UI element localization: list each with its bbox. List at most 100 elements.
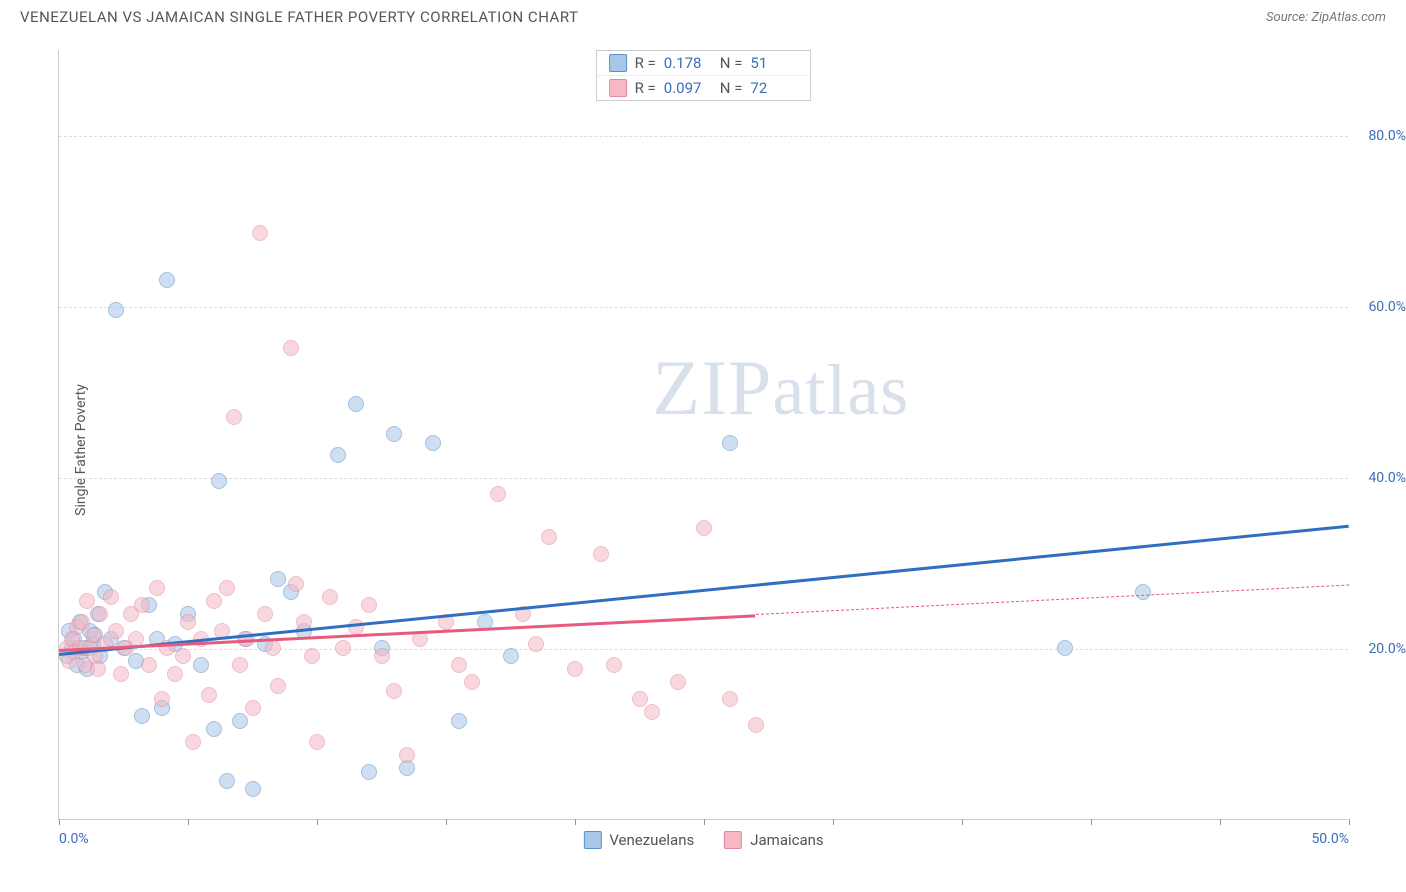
data-point — [92, 606, 108, 622]
x-tick — [833, 819, 834, 825]
data-point — [252, 225, 268, 241]
data-point — [232, 713, 248, 729]
data-point — [503, 648, 519, 664]
data-point — [399, 747, 415, 763]
data-point — [386, 683, 402, 699]
data-point — [425, 435, 441, 451]
x-tick — [575, 819, 576, 825]
data-point — [348, 396, 364, 412]
stat-r-value: 0.097 — [664, 79, 712, 97]
data-point — [167, 666, 183, 682]
data-point — [219, 773, 235, 789]
data-point — [632, 691, 648, 707]
data-point — [201, 687, 217, 703]
data-point — [232, 657, 248, 673]
x-tick — [1091, 819, 1092, 825]
data-point — [606, 657, 622, 673]
data-point — [226, 409, 242, 425]
legend-label: Venezuelans — [609, 831, 694, 849]
y-tick-label: 40.0% — [1368, 470, 1406, 486]
data-point — [1135, 584, 1151, 600]
data-point — [451, 657, 467, 673]
source-label: Source: ZipAtlas.com — [1266, 10, 1386, 25]
legend: Venezuelans Jamaicans — [583, 831, 823, 849]
data-point — [722, 435, 738, 451]
series-swatch — [609, 79, 627, 97]
data-point — [386, 426, 402, 442]
legend-label: Jamaicans — [750, 831, 823, 849]
y-tick-label: 80.0% — [1368, 128, 1406, 144]
x-tick — [317, 819, 318, 825]
data-point — [108, 623, 124, 639]
data-point — [374, 648, 390, 664]
watermark: ZIPatlas — [652, 343, 909, 433]
gridline — [59, 649, 1348, 650]
data-point — [134, 708, 150, 724]
regression-line — [59, 525, 1349, 656]
chart-title: VENEZUELAN VS JAMAICAN SINGLE FATHER POV… — [20, 8, 578, 26]
legend-swatch — [583, 831, 601, 849]
data-point — [141, 657, 157, 673]
stat-n-label: N = — [720, 54, 743, 72]
stat-r-label: R = — [635, 54, 656, 72]
x-tick-label: 0.0% — [59, 831, 89, 847]
stat-n-value: 51 — [750, 54, 798, 72]
data-point — [361, 597, 377, 613]
data-point — [103, 589, 119, 605]
data-point — [159, 272, 175, 288]
stats-row: R = 0.097 N = 72 — [597, 75, 811, 100]
stat-n-value: 72 — [750, 79, 798, 97]
x-tick — [59, 819, 60, 825]
x-tick-label: 50.0% — [1311, 831, 1349, 847]
regression-line-extrapolated — [756, 585, 1349, 616]
x-tick — [962, 819, 963, 825]
data-point — [304, 648, 320, 664]
data-point — [113, 666, 129, 682]
data-point — [245, 700, 261, 716]
data-point — [464, 674, 480, 690]
data-point — [265, 640, 281, 656]
x-tick — [704, 819, 705, 825]
gridline — [59, 136, 1348, 137]
data-point — [1057, 640, 1073, 656]
stat-r-label: R = — [635, 79, 656, 97]
legend-swatch — [724, 831, 742, 849]
data-point — [451, 713, 467, 729]
gridline — [59, 478, 1348, 479]
data-point — [206, 593, 222, 609]
data-point — [309, 734, 325, 750]
data-point — [335, 640, 351, 656]
data-point — [490, 486, 506, 502]
data-point — [175, 648, 191, 664]
data-point — [206, 721, 222, 737]
data-point — [193, 657, 209, 673]
data-point — [270, 678, 286, 694]
x-tick — [446, 819, 447, 825]
data-point — [528, 636, 544, 652]
stats-row: R =0.178N =51 — [597, 51, 811, 75]
data-point — [211, 473, 227, 489]
data-point — [322, 589, 338, 605]
y-tick-label: 60.0% — [1368, 299, 1406, 315]
data-point — [108, 302, 124, 318]
data-point — [288, 576, 304, 592]
series-swatch — [609, 54, 627, 72]
data-point — [748, 717, 764, 733]
x-tick — [188, 819, 189, 825]
gridline — [59, 307, 1348, 308]
data-point — [722, 691, 738, 707]
data-point — [219, 580, 235, 596]
data-point — [257, 606, 273, 622]
data-point — [567, 661, 583, 677]
data-point — [79, 593, 95, 609]
data-point — [330, 447, 346, 463]
plot-area: ZIPatlas R =0.178N =51R =0.097N =72 Vene… — [58, 50, 1348, 820]
y-tick-label: 20.0% — [1368, 641, 1406, 657]
legend-item: Jamaicans — [724, 831, 823, 849]
data-point — [541, 529, 557, 545]
stat-n-label: N = — [720, 79, 743, 97]
data-point — [245, 781, 261, 797]
data-point — [90, 661, 106, 677]
stats-box: R =0.178N =51R =0.097N =72 — [596, 50, 812, 101]
data-point — [361, 764, 377, 780]
